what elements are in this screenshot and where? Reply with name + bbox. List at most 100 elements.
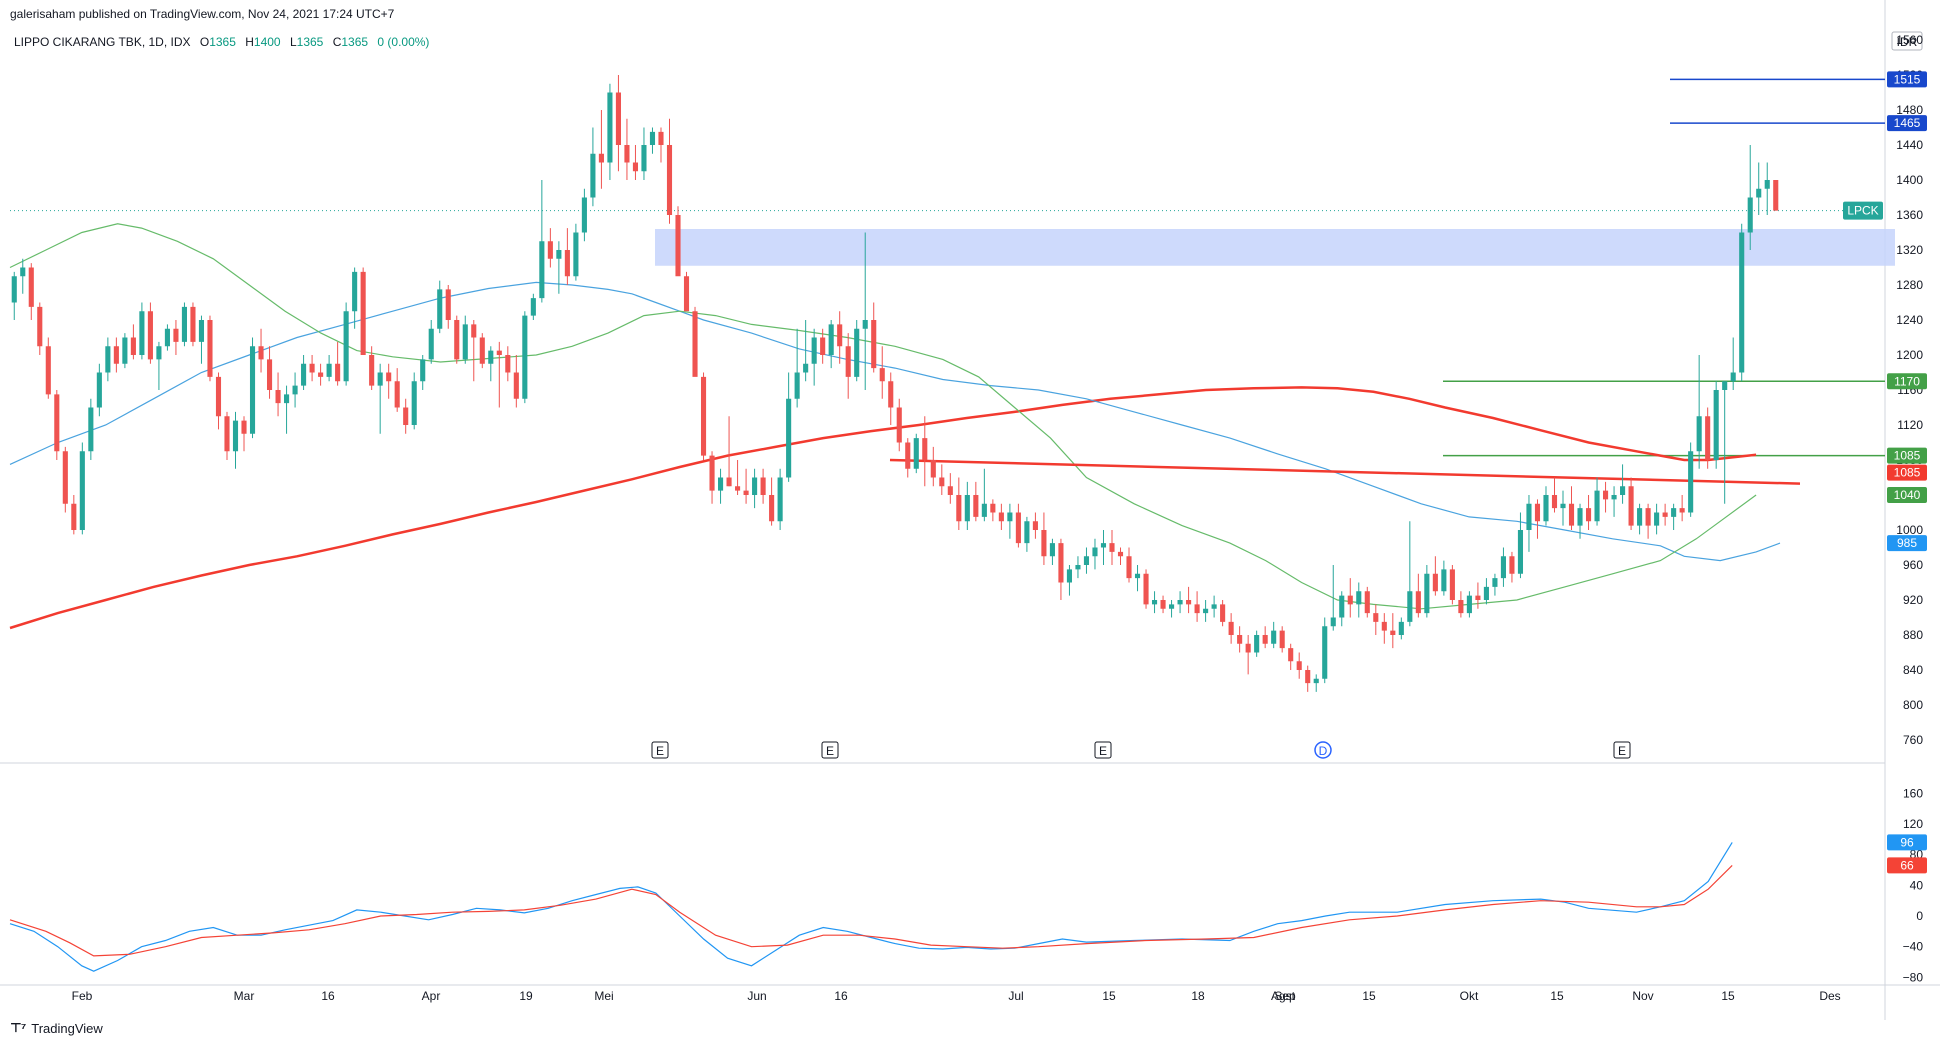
candle-body [411,381,417,425]
candle-body [1585,508,1592,522]
candle-body [973,495,979,517]
candle-body [769,495,775,522]
price-tick-label: 800 [1903,698,1923,712]
candle-body [513,372,519,399]
candle-body [1015,512,1021,544]
candle-body [173,328,179,342]
candle-body [1424,573,1430,614]
time-tick-label: 15 [1362,989,1376,1003]
ma-red-line [9,386,1757,630]
signal-line [9,864,1733,957]
candle-body [471,324,477,338]
candle-body [1534,503,1541,522]
candle-body [1177,600,1183,605]
candle-body [598,153,604,163]
candle-body [284,394,290,404]
candle-body [1322,626,1328,679]
earnings-marker [821,741,839,759]
candle-body [479,337,485,364]
candle-body [301,363,307,386]
candle-body [11,276,17,303]
price-tick-label: 1000 [1896,523,1923,537]
candle-body [1169,604,1175,609]
earnings-marker [1613,741,1631,759]
candle-body [1237,635,1243,644]
candle-body [96,372,102,408]
candle-body [505,355,511,373]
candle-body [1083,556,1090,565]
candle-body [54,394,60,452]
time-tick-label: Jun [747,989,766,1003]
trendline [889,458,1801,485]
candle-body [462,324,468,360]
footer-brand-text: TradingView [31,1020,103,1036]
price-tick-label: 1360 [1896,208,1923,222]
candle-body [828,324,834,355]
candle-body [437,289,443,329]
candle-body [649,131,656,145]
candle-body [1466,595,1472,614]
candle-body [62,451,68,504]
price-axis-badge-text: 1040 [1894,488,1921,502]
time-tick-label: Sep [1274,989,1296,1003]
candle-body [666,145,673,215]
candle-body [403,407,409,425]
candle-body [930,460,936,478]
candle-body [1356,591,1362,605]
candle-body [709,455,715,491]
candle-body [335,363,341,382]
candle-body [232,420,239,452]
candle-body [1245,643,1251,653]
price-tick-label: 960 [1903,558,1923,572]
price-tick-label: 920 [1903,593,1923,607]
candle-body [692,311,698,377]
candle-body [88,407,94,452]
candle-body [820,337,826,355]
candle-body [1713,390,1719,460]
candle-body [1220,604,1226,622]
event-marker-label: E [1099,744,1107,758]
candle-body [241,420,247,434]
candle-body [360,271,366,355]
candle-body [377,372,383,386]
candle-body [1364,591,1370,614]
candle-body [1186,600,1192,605]
candle-body [1568,503,1575,526]
symbol-badge-text: LPCK [1847,204,1878,218]
candle-body [726,477,732,487]
price-axis-badge [1887,71,1927,88]
candle-body [20,267,26,277]
candle-body [718,477,724,491]
candle-body [420,359,426,382]
candle-body [581,197,587,233]
candle-body [1560,503,1566,509]
candle-body [947,486,953,495]
candle-body [956,495,962,522]
candle-body [1032,521,1038,530]
candle-body [1296,661,1302,670]
time-tick-label: Jul [1008,989,1023,1003]
currency-box [1891,31,1923,51]
candle-body [547,241,553,259]
change-value: 0 (0.00%) [377,35,430,49]
candle-body [743,490,749,495]
candle-body [309,363,315,373]
chart-legend: LIPPO CIKARANG TBK, 1D, IDX O1365 H1400 … [14,35,429,49]
candle-body [1475,595,1481,600]
candle-body [905,442,911,469]
footer-brand: ⊤⁷ TradingView [10,1020,103,1036]
candle-body [1330,617,1336,627]
candle-body [1305,670,1311,684]
close-label: C [332,35,342,49]
low-label: L [289,35,297,49]
macd-tick-label: 40 [1910,878,1924,892]
candle-body [113,346,119,364]
price-axis-badge [1887,115,1927,132]
candle-body [564,250,570,277]
price-tick-label: 1240 [1896,313,1923,327]
candle-body [1262,635,1268,644]
candle-body [1509,556,1515,574]
price-axis-badge [1887,487,1927,503]
macd-line [9,842,1733,972]
